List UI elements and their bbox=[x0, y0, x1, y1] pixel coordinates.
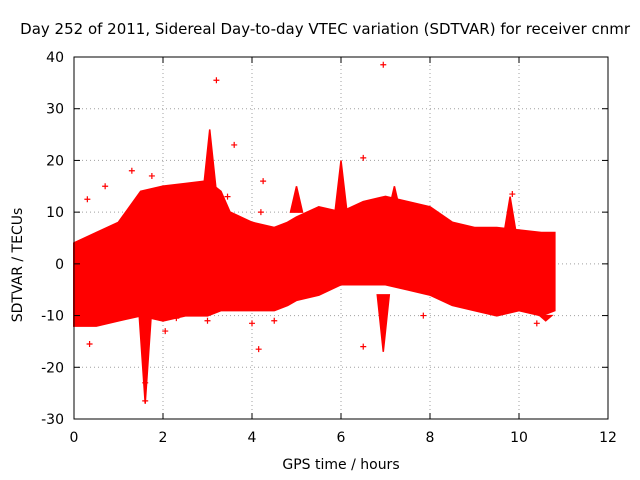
data-point bbox=[86, 341, 93, 348]
y-axis-label: SDTVAR / TECUs bbox=[10, 207, 26, 323]
chart-title: Day 252 of 2011, Sidereal Day-to-day VTE… bbox=[20, 20, 630, 38]
data-point bbox=[509, 191, 516, 198]
x-axis-label: GPS time / hours bbox=[282, 457, 400, 473]
y-tick-label: 20 bbox=[46, 153, 64, 169]
data-point bbox=[142, 397, 149, 404]
data-spike bbox=[387, 186, 402, 213]
x-tick-label: 10 bbox=[510, 430, 528, 446]
data-point bbox=[533, 320, 540, 327]
data-point bbox=[148, 172, 155, 179]
x-tick-label: 6 bbox=[337, 430, 346, 446]
data-point bbox=[84, 196, 91, 203]
data-spike bbox=[202, 129, 217, 188]
data-point bbox=[260, 178, 267, 185]
axis-ticks: 0 2 4 6 8 10 12 -30 -20 -10 0 10 20 30 40 bbox=[41, 50, 617, 446]
x-tick-label: 12 bbox=[599, 430, 617, 446]
data-point bbox=[204, 317, 211, 324]
data-spike bbox=[537, 314, 554, 322]
data-spikes bbox=[138, 129, 554, 404]
data-point bbox=[102, 183, 109, 190]
y-tick-label: 40 bbox=[46, 50, 64, 66]
data-point bbox=[173, 315, 180, 322]
data-point bbox=[249, 320, 255, 327]
data-point bbox=[360, 343, 367, 350]
data-point bbox=[213, 77, 220, 84]
data-point bbox=[380, 61, 387, 68]
x-tick-label: 8 bbox=[426, 430, 435, 446]
data-points bbox=[84, 61, 540, 404]
data-spike bbox=[376, 294, 391, 352]
data-point bbox=[360, 154, 367, 161]
y-tick-label: 10 bbox=[46, 205, 64, 221]
y-tick-label: 30 bbox=[46, 102, 64, 118]
data-band-area bbox=[73, 180, 556, 327]
y-tick-label: -30 bbox=[41, 412, 64, 428]
data-point bbox=[257, 209, 264, 216]
data-spike bbox=[503, 196, 517, 234]
data-point bbox=[420, 312, 427, 319]
data-point bbox=[224, 193, 231, 200]
x-tick-label: 0 bbox=[70, 430, 79, 446]
data-spike bbox=[289, 186, 304, 213]
y-tick-label: -10 bbox=[41, 309, 64, 325]
data-point bbox=[255, 346, 262, 353]
data-spike bbox=[334, 160, 348, 213]
data-band bbox=[73, 180, 556, 327]
x-tick-label: 4 bbox=[248, 430, 257, 446]
data-point bbox=[142, 379, 149, 386]
x-tick-label: 2 bbox=[159, 430, 168, 446]
data-point bbox=[162, 328, 169, 335]
data-point bbox=[231, 141, 238, 148]
y-tick-label: -20 bbox=[41, 360, 64, 376]
y-tick-label: 0 bbox=[55, 257, 64, 273]
data-spike bbox=[138, 314, 153, 404]
data-point bbox=[128, 167, 135, 174]
data-point bbox=[271, 317, 278, 324]
